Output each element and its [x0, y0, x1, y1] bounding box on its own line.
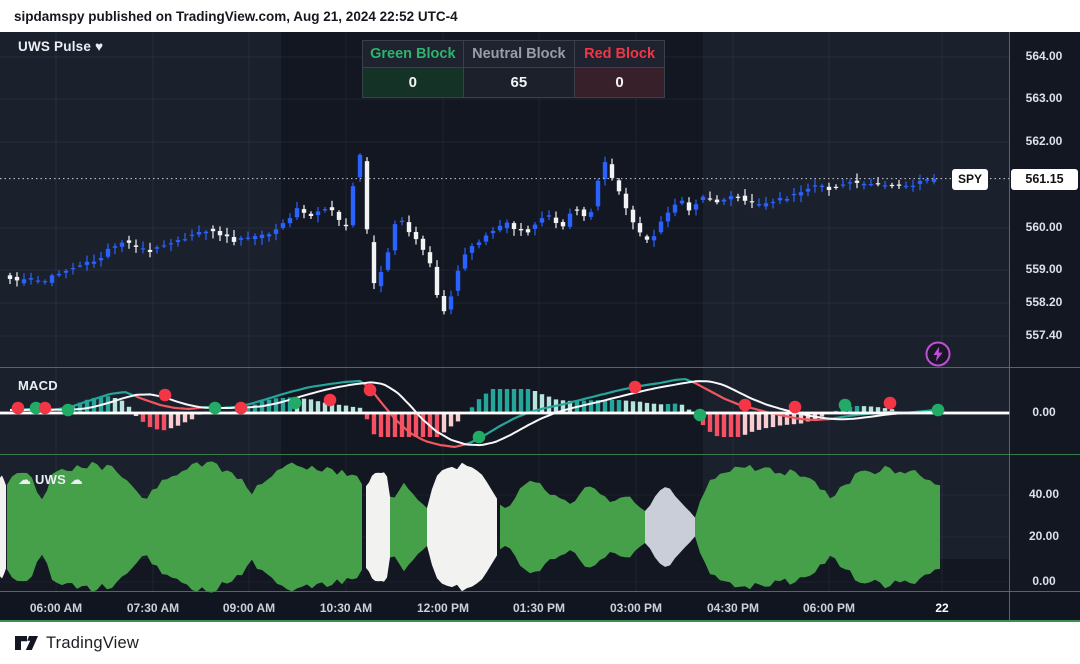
- time-tick-label: 22: [935, 601, 949, 615]
- tradingview-logo[interactable]: TradingView: [14, 634, 139, 653]
- axis-tick-label: 20.00: [1028, 529, 1060, 543]
- time-tick-label: 04:30 PM: [706, 601, 760, 615]
- green-block-value: 0: [362, 67, 464, 98]
- boost-button[interactable]: [924, 340, 952, 368]
- axis-tick-label: 563.00: [1025, 91, 1063, 105]
- published-line: sipdamspy published on TradingView.com, …: [14, 8, 458, 24]
- pane-separator: [0, 591, 1080, 592]
- chart-area: UWS Pulse ♥ MACD ☁ UWS ☁ Green Block Neu…: [0, 32, 1080, 622]
- block-status-table: Green Block Neutral Block Red Block 0 65…: [362, 40, 665, 98]
- tradingview-logo-icon: [15, 636, 38, 650]
- price-axis-line: [1009, 32, 1010, 620]
- axis-tick-label: 0.00: [1032, 405, 1056, 419]
- time-tick-label: 10:30 AM: [319, 601, 373, 615]
- macd-pane-title: MACD: [18, 378, 58, 393]
- axis-tick-label: 40.00: [1028, 487, 1060, 501]
- published-bar: sipdamspy published on TradingView.com, …: [0, 0, 1080, 32]
- time-tick-label: 07:30 AM: [126, 601, 180, 615]
- chart-canvas[interactable]: [0, 32, 1080, 620]
- axis-tick-label: 558.20: [1025, 295, 1063, 309]
- red-block-value: 0: [574, 67, 665, 98]
- brand-name: TradingView: [46, 633, 139, 652]
- symbol-label: SPY: [952, 169, 988, 190]
- axis-tick-label: 564.00: [1025, 49, 1063, 63]
- time-tick-label: 09:00 AM: [222, 601, 276, 615]
- axis-tick-label: 562.00: [1025, 134, 1063, 148]
- lightning-bolt-icon: [925, 341, 951, 367]
- time-tick-label: 12:00 PM: [416, 601, 470, 615]
- axis-tick-label: 560.00: [1025, 220, 1063, 234]
- time-tick-label: 01:30 PM: [512, 601, 566, 615]
- green-block-header: Green Block: [362, 40, 464, 68]
- pane-separator: [0, 367, 1080, 368]
- neutral-block-header: Neutral Block: [462, 40, 576, 68]
- footer-bar: TradingView: [0, 622, 1080, 664]
- axis-tick-label: 0.00: [1032, 574, 1056, 588]
- red-block-header: Red Block: [574, 40, 665, 68]
- pane-separator: [0, 454, 1080, 455]
- neutral-block-value: 65: [462, 67, 576, 98]
- last-price-label: 561.15: [1011, 169, 1078, 190]
- axis-tick-label: 559.00: [1025, 262, 1063, 276]
- time-tick-label: 03:00 PM: [609, 601, 663, 615]
- time-tick-label: 06:00 AM: [29, 601, 83, 615]
- price-pane-title: UWS Pulse ♥: [18, 39, 104, 54]
- time-tick-label: 06:00 PM: [802, 601, 856, 615]
- axis-tick-label: 557.40: [1025, 328, 1063, 342]
- uws-pane-title: ☁ UWS ☁: [18, 472, 83, 487]
